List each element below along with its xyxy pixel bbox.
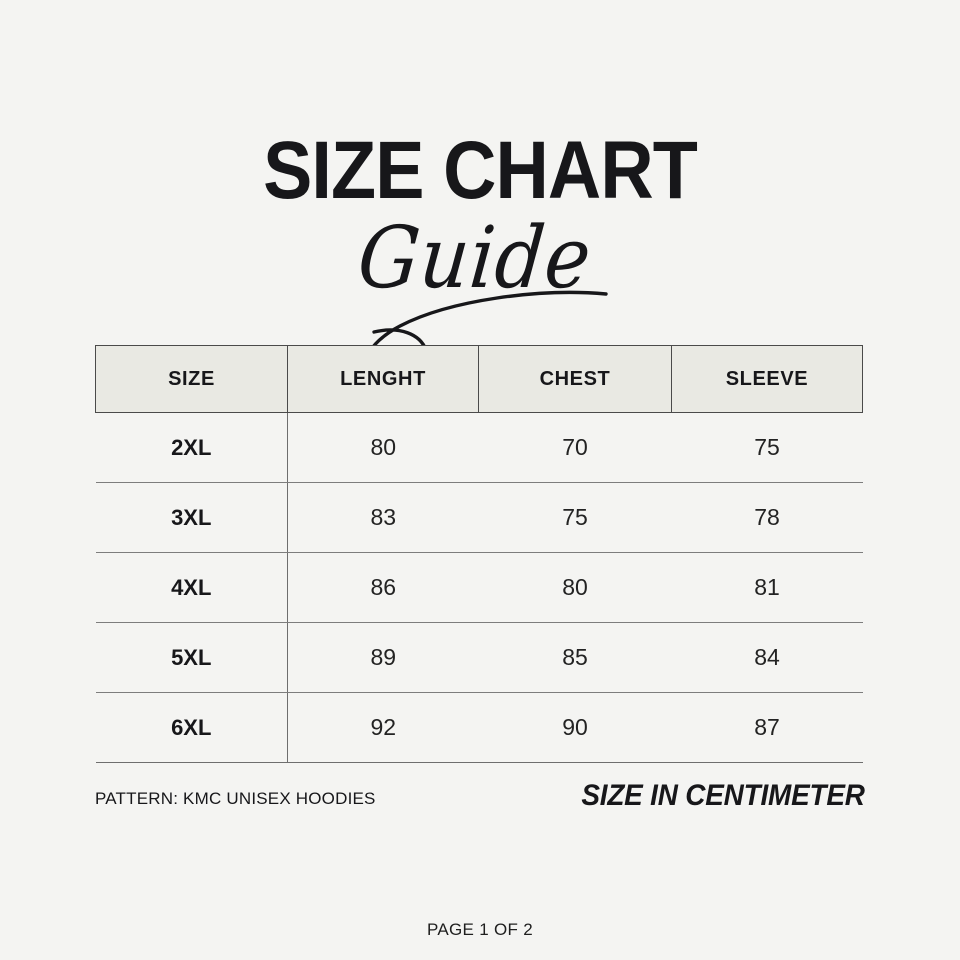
page-indicator: PAGE 1 OF 2 (427, 920, 533, 939)
cell-chest: 70 (478, 412, 672, 483)
table-row: 3XL 83 75 78 (95, 482, 863, 553)
column-header-size: SIZE (95, 345, 288, 413)
title-script-guide: Guide (354, 207, 596, 308)
table-row: 4XL 86 80 81 (95, 552, 863, 623)
cell-sleeve: 84 (671, 622, 863, 693)
footer-row: PATTERN: KMC UNISEX HOODIES SIZE IN CENT… (95, 779, 865, 829)
cell-size: 5XL (95, 622, 288, 693)
unit-note: SIZE IN CENTIMETER (581, 779, 866, 812)
cell-size: 4XL (95, 552, 288, 623)
cell-chest: 85 (478, 622, 672, 693)
cell-chest: 75 (478, 482, 672, 553)
cell-size: 3XL (95, 482, 288, 553)
page-title: SIZE CHART (263, 125, 698, 216)
column-header-sleeve: SLEEVE (671, 345, 863, 413)
cell-sleeve: 78 (671, 482, 863, 553)
column-header-chest: CHEST (478, 345, 672, 413)
cell-size: 2XL (95, 412, 288, 483)
table-body: 2XL 80 70 75 3XL 83 75 78 4XL 86 80 81 (95, 412, 863, 763)
cell-length: 89 (287, 622, 479, 693)
cell-length: 86 (287, 552, 479, 623)
cell-sleeve: 75 (671, 412, 863, 483)
table-row: 5XL 89 85 84 (95, 622, 863, 693)
column-header-length: LENGHT (287, 345, 479, 413)
size-table: SIZE LENGHT CHEST SLEEVE 2XL 80 70 75 3X… (95, 345, 863, 763)
title-block: SIZE CHART Guide (0, 125, 960, 391)
cell-length: 92 (287, 692, 479, 763)
cell-size: 6XL (95, 692, 288, 763)
cell-chest: 80 (478, 552, 672, 623)
cell-length: 83 (287, 482, 479, 553)
cell-sleeve: 81 (671, 552, 863, 623)
table-row: 2XL 80 70 75 (95, 412, 863, 483)
cell-length: 80 (287, 412, 479, 483)
table-header-row: SIZE LENGHT CHEST SLEEVE (95, 345, 863, 413)
cell-sleeve: 87 (671, 692, 863, 763)
cell-chest: 90 (478, 692, 672, 763)
size-table-container: SIZE LENGHT CHEST SLEEVE 2XL 80 70 75 3X… (95, 345, 863, 763)
table-row: 6XL 92 90 87 (95, 692, 863, 763)
table-header: SIZE LENGHT CHEST SLEEVE (95, 345, 863, 413)
pattern-label: PATTERN: KMC UNISEX HOODIES (95, 789, 376, 808)
